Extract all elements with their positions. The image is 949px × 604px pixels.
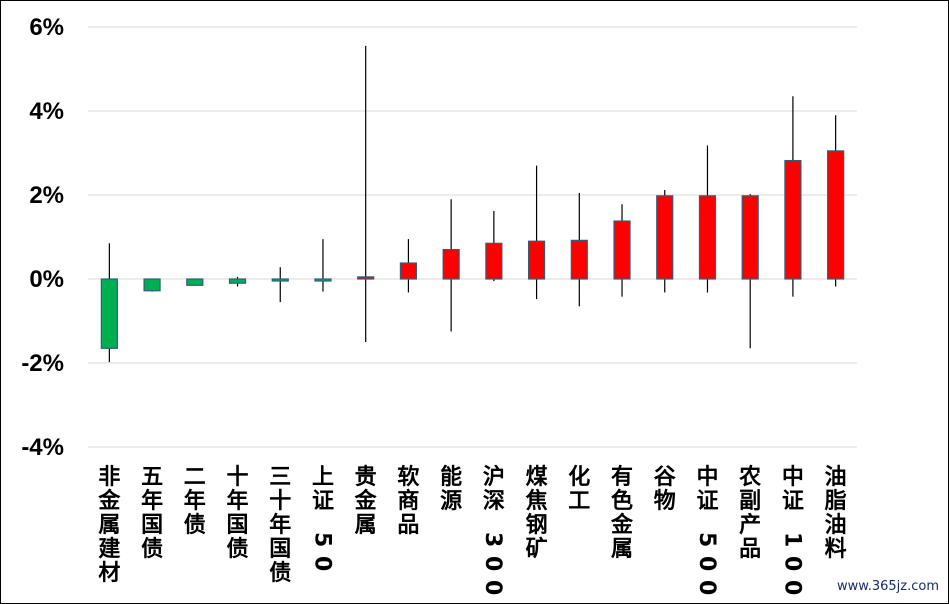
candle-body-up: [613, 220, 631, 280]
candles: [100, 45, 845, 363]
y-tick-label: 0%: [29, 266, 64, 293]
candle-body-down: [271, 278, 289, 282]
x-category-label: 二年债: [184, 465, 206, 538]
y-tick-label: 4%: [29, 98, 64, 125]
y-axis-ticks: 6% 4% 2% 0% -2% -4%: [21, 14, 64, 461]
candle-body-up: [741, 195, 759, 280]
x-category-label: 十年国债: [227, 465, 249, 562]
candle-body-up: [485, 242, 503, 280]
candle-body-up: [442, 249, 460, 280]
y-tick-label: 2%: [29, 182, 64, 209]
x-category-label: 有色金属: [610, 464, 634, 562]
candle-body-up: [399, 262, 418, 280]
y-tick-label: 6%: [29, 14, 64, 41]
x-category-label: 上证 5 0: [309, 465, 334, 571]
x-category-label: 农副产品: [738, 464, 761, 562]
x-category-label: 中证1000: [779, 465, 804, 604]
x-category-label: 软商品: [397, 464, 419, 538]
x-category-label: 中证 5 0 0: [694, 465, 719, 595]
gridlines: [88, 26, 857, 448]
candle-body-up: [656, 195, 674, 280]
x-category-label: 非金属建材: [97, 465, 121, 586]
candle-body-down: [100, 278, 118, 349]
candle-body-down: [228, 278, 247, 284]
x-category-label: 化工: [568, 464, 590, 514]
x-category-label: 能源: [440, 464, 462, 514]
candle-body-down: [186, 278, 204, 286]
y-tick-label: -2%: [21, 350, 64, 377]
candle-body-down: [143, 278, 161, 292]
y-tick-label: -4%: [21, 434, 64, 461]
x-category-label: 沪深 3 0 0: [480, 464, 505, 595]
x-category-label: 五年国债: [141, 465, 163, 562]
x-category-label: 煤焦钢矿: [525, 464, 548, 562]
candle-body-up: [827, 150, 845, 280]
watermark-text: www.365jz.com: [837, 579, 939, 594]
candle-body-down: [314, 278, 332, 282]
x-category-label: 油脂油料: [825, 465, 847, 562]
candle-body-up: [527, 240, 546, 280]
candle-body-up: [570, 239, 588, 280]
x-category-label: 三十年国债: [269, 465, 291, 586]
candle-body-up: [357, 276, 375, 280]
candle-body-up: [698, 195, 717, 280]
x-category-label: 贵金属: [354, 465, 378, 538]
x-category-label: 谷物: [654, 465, 677, 514]
candle-body-up: [784, 159, 802, 280]
